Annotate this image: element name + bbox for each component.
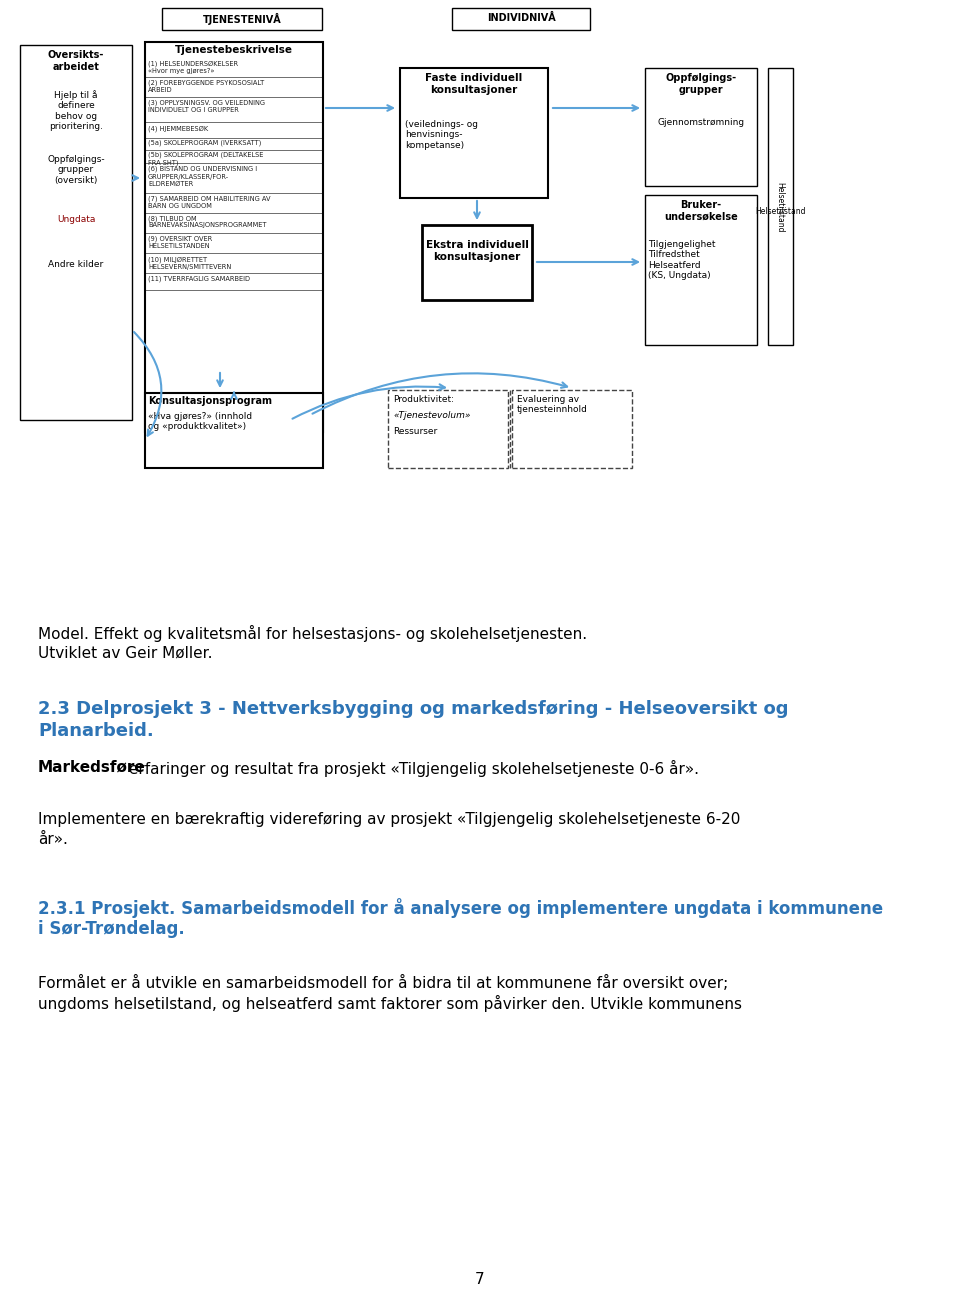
- FancyBboxPatch shape: [20, 46, 132, 420]
- Text: Oversikts-
arbeidet: Oversikts- arbeidet: [48, 50, 105, 72]
- Text: Tilgjengelighet
Tilfredsthet
Helseatferd
(KS, Ungdata): Tilgjengelighet Tilfredsthet Helseatferd…: [648, 240, 715, 280]
- Text: Ungdata: Ungdata: [57, 215, 95, 224]
- Text: «Hva gjøres?» (innhold
og «produktkvalitet»): «Hva gjøres?» (innhold og «produktkvalit…: [148, 412, 252, 432]
- Text: 2.3.1 Prosjekt. Samarbeidsmodell for å analysere og implementere ungdata i kommu: 2.3.1 Prosjekt. Samarbeidsmodell for å a…: [38, 898, 883, 918]
- Text: Hjelp til å
definere
behov og
prioritering.: Hjelp til å definere behov og prioriteri…: [49, 90, 103, 132]
- Text: (10) MILJØRETTET
HELSEVERN/SMITTEVERN: (10) MILJØRETTET HELSEVERN/SMITTEVERN: [148, 256, 231, 270]
- Text: Bruker-
undersøkelse: Bruker- undersøkelse: [664, 200, 738, 222]
- Text: (veilednings- og
henvisnings-
kompetanse): (veilednings- og henvisnings- kompetanse…: [405, 120, 478, 150]
- FancyBboxPatch shape: [645, 68, 757, 186]
- Text: (4) HJEMMEBESØK: (4) HJEMMEBESØK: [148, 125, 208, 132]
- FancyBboxPatch shape: [768, 68, 793, 346]
- Text: (7) SAMARBEID OM HABILITERING AV
BARN OG UNGDOM: (7) SAMARBEID OM HABILITERING AV BARN OG…: [148, 196, 271, 209]
- Text: (2) FOREBYGGENDE PSYKOSOSIALT
ARBEID: (2) FOREBYGGENDE PSYKOSOSIALT ARBEID: [148, 80, 264, 94]
- Text: Formålet er å utvikle en samarbeidsmodell for å bidra til at kommunene får overs: Formålet er å utvikle en samarbeidsmodel…: [38, 975, 729, 991]
- Text: (9) OVERSIKT OVER
HELSETILSTANDEN: (9) OVERSIKT OVER HELSETILSTANDEN: [148, 236, 212, 249]
- Text: Faste individuell
konsultasjoner: Faste individuell konsultasjoner: [425, 73, 522, 95]
- FancyBboxPatch shape: [145, 393, 323, 468]
- Text: Model. Effekt og kvalitetsmål for helsestasjons- og skolehelsetjenesten.: Model. Effekt og kvalitetsmål for helses…: [38, 625, 588, 642]
- FancyBboxPatch shape: [162, 8, 322, 30]
- FancyBboxPatch shape: [400, 68, 548, 198]
- FancyBboxPatch shape: [645, 196, 757, 346]
- Text: (1) HELSEUNDERSØKELSER
«Hvor mye gjøres?»: (1) HELSEUNDERSØKELSER «Hvor mye gjøres?…: [148, 60, 238, 73]
- Text: 2.3 Delprosjekt 3 - Nettverksbygging og markedsføring - Helseoversikt og: 2.3 Delprosjekt 3 - Nettverksbygging og …: [38, 700, 788, 719]
- Text: år».: år».: [38, 832, 68, 848]
- Text: ungdoms helsetilstand, og helseatferd samt faktorer som påvirker den. Utvikle ko: ungdoms helsetilstand, og helseatferd sa…: [38, 995, 742, 1012]
- Text: Helsetilstand: Helsetilstand: [755, 207, 805, 216]
- Text: (8) TILBUD OM
BARNEVAKSINASJONSPROGRAMMET: (8) TILBUD OM BARNEVAKSINASJONSPROGRAMME…: [148, 215, 267, 228]
- Text: Implementere en bærekraftig videreføring av prosjekt «Tilgjengelig skolehelsetje: Implementere en bærekraftig videreføring…: [38, 812, 740, 827]
- Text: Ressurser: Ressurser: [393, 426, 437, 436]
- Text: Produktivitet:: Produktivitet:: [393, 395, 454, 404]
- Text: «Tjenestevolum»: «Tjenestevolum»: [393, 411, 470, 420]
- Text: Andre kilder: Andre kilder: [48, 259, 104, 269]
- FancyBboxPatch shape: [452, 8, 590, 30]
- Text: Planarbeid.: Planarbeid.: [38, 722, 154, 739]
- Text: 7: 7: [475, 1271, 485, 1287]
- FancyBboxPatch shape: [388, 390, 508, 468]
- Text: Oppfølgings-
grupper: Oppfølgings- grupper: [665, 73, 736, 95]
- Text: (11) TVERRFAGLIG SAMARBEID: (11) TVERRFAGLIG SAMARBEID: [148, 276, 250, 283]
- Text: (3) OPPLYSNINGSV. OG VEILEDNING
INDIVIDUELT OG I GRUPPER: (3) OPPLYSNINGSV. OG VEILEDNING INDIVIDU…: [148, 100, 265, 113]
- Text: (5a) SKOLEPROGRAM (IVERKSATT): (5a) SKOLEPROGRAM (IVERKSATT): [148, 140, 261, 146]
- Text: Tjenestebeskrivelse: Tjenestebeskrivelse: [175, 46, 293, 55]
- Text: Konsultasjonsprogram: Konsultasjonsprogram: [148, 396, 272, 406]
- Text: INDIVIDNIVÅ: INDIVIDNIVÅ: [487, 13, 556, 23]
- FancyBboxPatch shape: [512, 390, 632, 468]
- Text: i Sør-Trøndelag.: i Sør-Trøndelag.: [38, 921, 184, 938]
- Text: (5b) SKOLEPROGRAM (DELTAKELSE
FRA SHT): (5b) SKOLEPROGRAM (DELTAKELSE FRA SHT): [148, 153, 263, 166]
- FancyBboxPatch shape: [422, 226, 532, 300]
- Text: TJENESTENIVÅ: TJENESTENIVÅ: [203, 13, 281, 25]
- Text: (6) BISTAND OG UNDERVISNING I
GRUPPER/KLASSER/FOR-
ELDREMØTER: (6) BISTAND OG UNDERVISNING I GRUPPER/KL…: [148, 166, 257, 186]
- Text: Utviklet av Geir Møller.: Utviklet av Geir Møller.: [38, 645, 212, 660]
- Text: Markedsføre: Markedsføre: [38, 760, 146, 775]
- Text: Gjennomstrømning: Gjennomstrømning: [658, 117, 745, 126]
- Text: Evaluering av
tjenesteinnhold: Evaluering av tjenesteinnhold: [517, 395, 588, 415]
- FancyBboxPatch shape: [145, 42, 323, 432]
- Text: Oppfølgings-
grupper
(oversikt): Oppfølgings- grupper (oversikt): [47, 155, 105, 185]
- Text: Helsetilstand: Helsetilstand: [776, 181, 784, 232]
- Text: erfaringer og resultat fra prosjekt «Tilgjengelig skolehelsetjeneste 0-6 år».: erfaringer og resultat fra prosjekt «Til…: [124, 760, 699, 777]
- Text: Ekstra individuell
konsultasjoner: Ekstra individuell konsultasjoner: [425, 240, 528, 262]
